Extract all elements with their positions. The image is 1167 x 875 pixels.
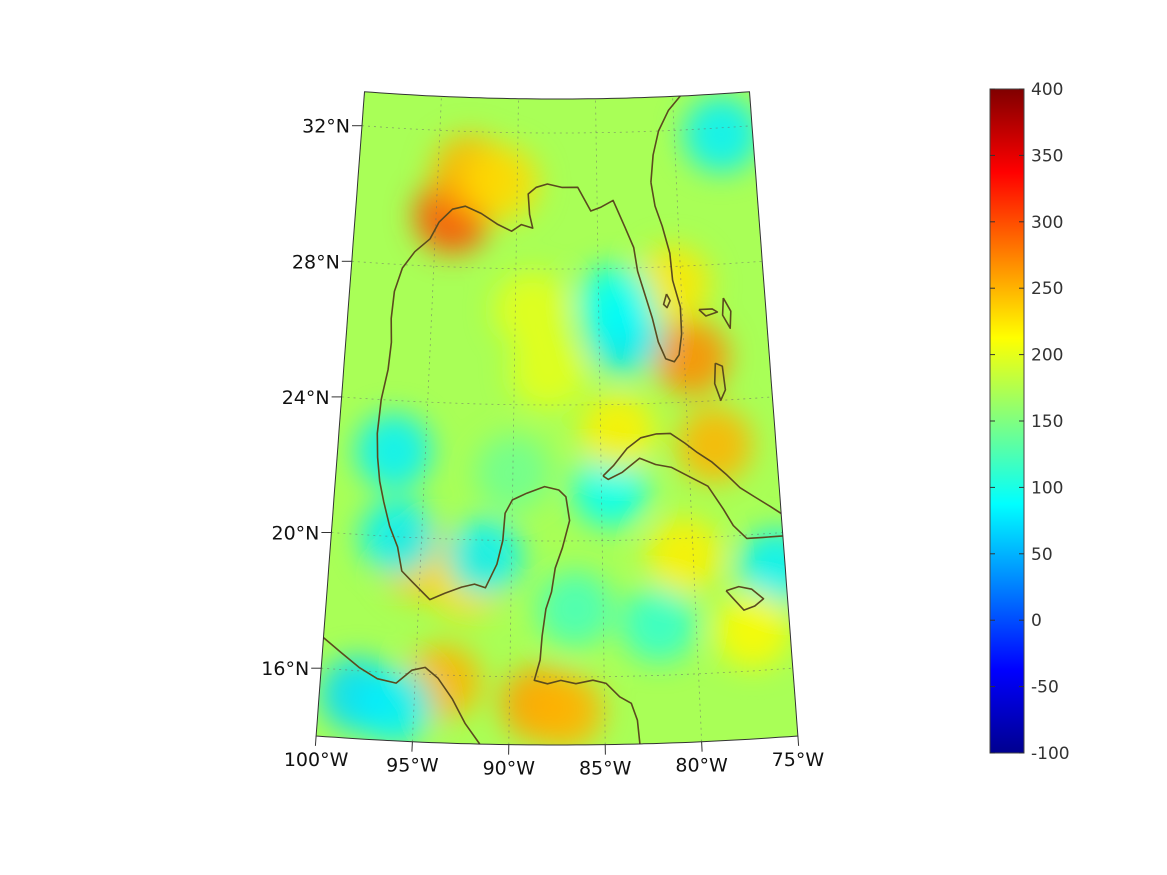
field-anomaly-27 [714,592,791,668]
coastline-atlantic-coast-us [650,95,681,183]
colorbar-tick-label: 300 [1031,213,1063,233]
field-anomaly-14 [577,264,654,341]
field-anomaly-22 [572,451,649,528]
lon-tick-mark [701,741,703,752]
coastline-gulf-coast-us-mexico [376,182,683,744]
colorbar-tick-label: -50 [1031,678,1059,698]
parallel-line [351,260,763,270]
field-anomaly-3 [653,319,730,396]
lon-tick-mark [797,735,800,746]
lon-tick-label: 75°W [772,749,825,771]
field-anomaly-23 [621,586,698,663]
field-anomaly-5 [634,245,711,322]
coastline-hispaniola [791,531,798,590]
lat-tick-label: 28°N [292,251,340,273]
latitude-tick-labels: 16°N 20°N 24°N 28°N 32°N [261,116,350,681]
longitude-tick-labels: 100°W 95°W 90°W 85°W 80°W 75°W [284,749,825,780]
field-anomaly-26 [646,517,723,594]
field-anomaly-7 [528,673,605,746]
field-anomaly-4 [676,406,753,483]
lon-tick-label: 100°W [284,749,349,771]
field-anomaly-17 [446,519,523,596]
colorbar-tick-label: 350 [1031,146,1063,166]
lat-tick-label: 32°N [302,116,350,138]
field-anomaly-20 [683,96,760,173]
colorbar-tick-label: 400 [1031,80,1063,100]
coastline-pacific-coast-mexico [322,636,481,745]
colorbar-tick-label: 150 [1031,412,1063,432]
field-anomaly-28 [579,393,656,470]
colorbar: 400 350 300 250 200 150 100 50 0 -50 -100 [989,80,1070,764]
field-anomaly-12 [494,271,570,348]
parallel-line [321,667,793,678]
lat-tick-label: 24°N [282,387,330,409]
field-anomaly-19 [356,668,433,745]
colorbar-tick-label: 200 [1031,346,1063,366]
colorbar-tick-label: 50 [1031,545,1053,565]
coastline-andros [713,362,727,402]
lon-tick-label: 80°W [675,755,728,777]
colorbar-tick-label: -100 [1031,744,1070,764]
map-border [315,91,799,746]
field-anomaly-24 [537,570,614,647]
lon-tick-label: 90°W [483,758,536,780]
parallel-line [361,125,753,134]
field-anomaly-15 [355,413,432,490]
coastline-grand-bahama [698,308,719,317]
lat-tick-label: 20°N [272,523,320,545]
field-anomaly-11 [510,333,587,409]
field-anomaly-2 [463,145,540,222]
coastline-lake-okeechobee [662,293,671,309]
lat-tick-label: 16°N [261,658,309,680]
coastline-jamaica [725,585,765,611]
colorbar-tick-label: 0 [1031,611,1042,631]
map-frame [311,91,800,755]
lon-tick-mark [411,741,413,752]
colorbar-ticks: 400 350 300 250 200 150 100 50 0 -50 -100 [990,80,1070,764]
lon-tick-label: 95°W [386,755,439,777]
colorbar-gradient [990,89,1024,753]
graticule-grid [316,91,798,745]
lon-tick-mark [314,735,317,746]
lon-tick-label: 85°W [579,758,632,780]
colorbar-tick-label: 250 [1031,279,1063,299]
colorbar-tick-label: 100 [1031,478,1063,498]
coastline-abaco [721,297,732,330]
